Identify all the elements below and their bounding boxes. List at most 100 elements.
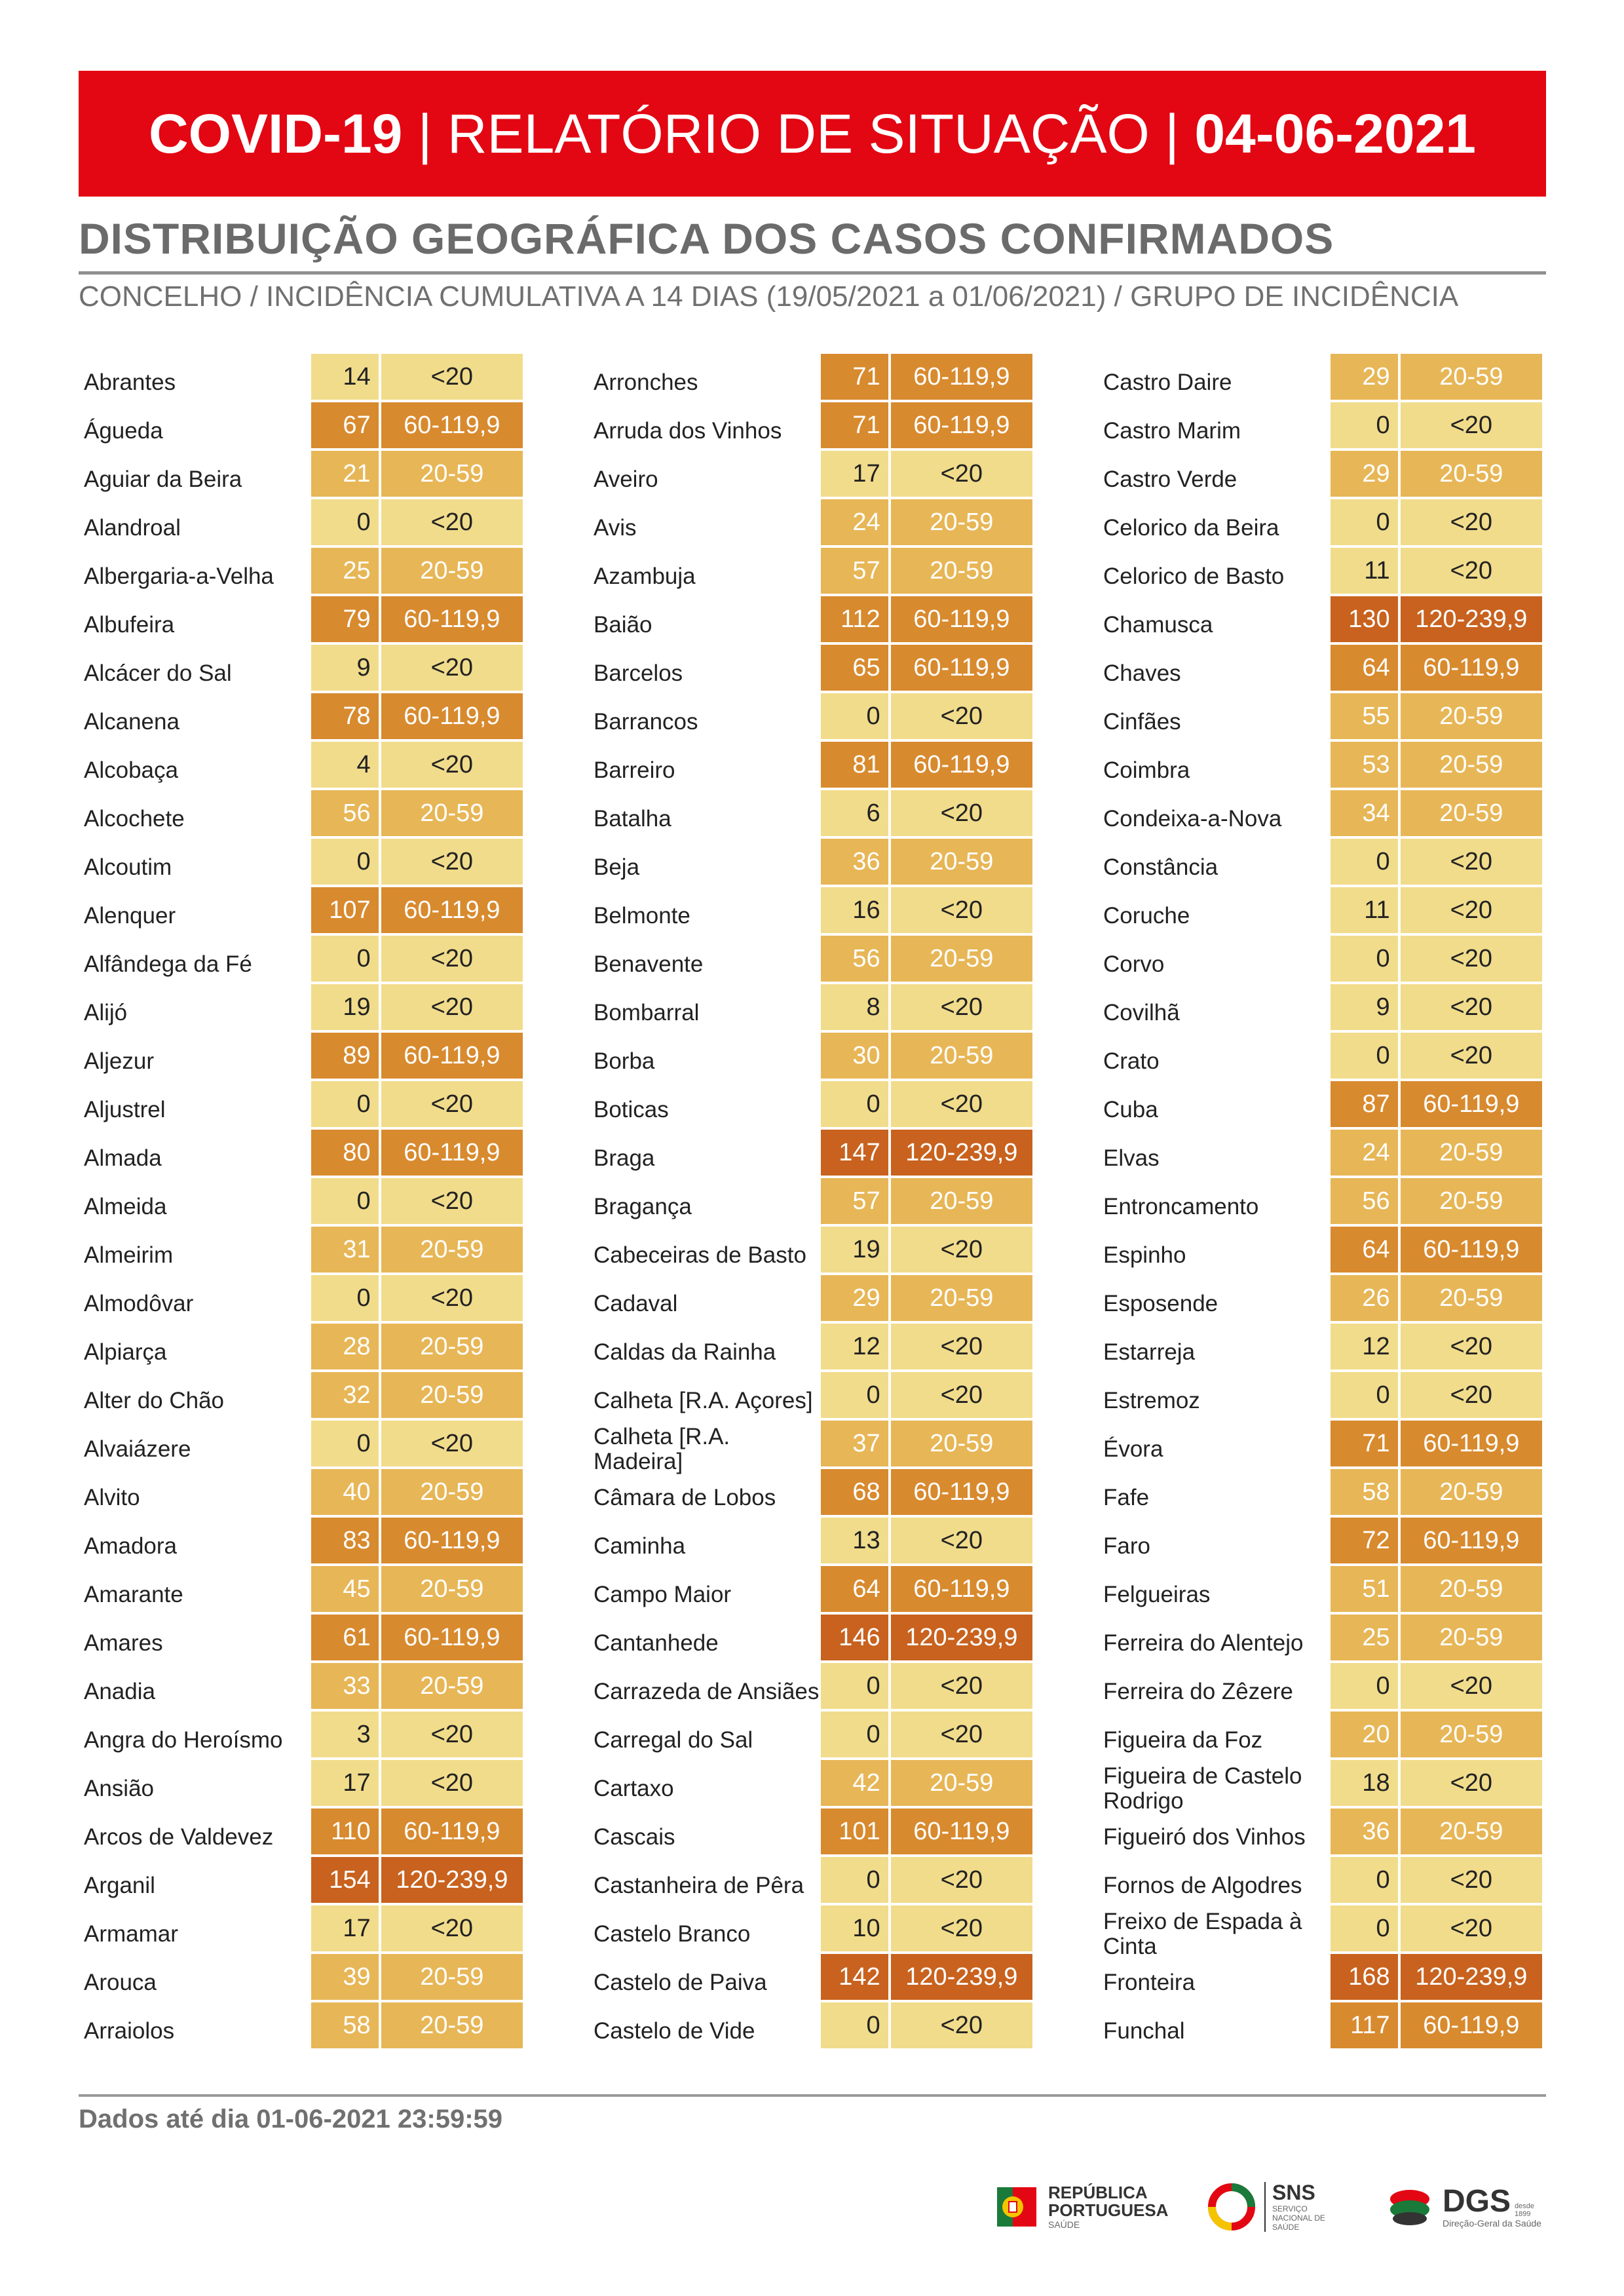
- municipality-name: Celorico da Beira: [1103, 515, 1279, 541]
- incidence-group-cell: 60-119,9: [890, 1469, 1032, 1515]
- municipality-name: Almodôvar: [84, 1291, 194, 1316]
- incidence-value-cell: 30: [821, 1033, 888, 1079]
- municipality-name: Aljezur: [84, 1048, 154, 1074]
- municipality-name: Alcobaça: [84, 757, 178, 783]
- incidence-group-cell: 60-119,9: [890, 596, 1032, 642]
- incidence-value-cell: 0: [821, 1712, 888, 1757]
- municipality-row: Chamusca 130 120-239,9: [1103, 595, 1542, 643]
- incidence-value-cell: 0: [1331, 499, 1398, 545]
- municipality-row: Armamar 17 <20: [84, 1904, 523, 1953]
- incidence-group-cell: <20: [890, 887, 1032, 933]
- incidence-value-cell: 19: [311, 984, 379, 1030]
- municipality-name: Ferreira do Zêzere: [1103, 1679, 1293, 1704]
- municipality-name: Barcelos: [594, 660, 683, 686]
- municipality-name: Coimbra: [1103, 757, 1190, 783]
- municipality-name: Alijó: [84, 1000, 128, 1025]
- municipality-row: Ansião 17 <20: [84, 1759, 523, 1807]
- incidence-value-cell: 36: [821, 839, 888, 885]
- municipality-row: Ferreira do Zêzere 0 <20: [1103, 1662, 1542, 1710]
- incidence-value-cell: 0: [311, 1275, 379, 1321]
- incidence-value-cell: 81: [821, 742, 888, 788]
- municipality-row: Castelo de Vide 0 <20: [594, 2001, 1032, 2050]
- municipality-row: Aljezur 89 60-119,9: [84, 1031, 523, 1080]
- incidence-group-cell: 60-119,9: [890, 1566, 1032, 1612]
- municipality-row: Fafe 58 20-59: [1103, 1468, 1542, 1516]
- municipality-row: Alijó 19 <20: [84, 983, 523, 1031]
- incidence-value-cell: 107: [311, 887, 379, 933]
- incidence-value-cell: 55: [1331, 693, 1398, 739]
- incidence-value-cell: 0: [1331, 402, 1398, 448]
- incidence-group-cell: <20: [1400, 1033, 1542, 1079]
- incidence-group-cell: <20: [381, 645, 523, 691]
- incidence-value-cell: 0: [821, 1081, 888, 1127]
- incidence-group-cell: 20-59: [890, 839, 1032, 885]
- incidence-value-cell: 83: [311, 1518, 379, 1563]
- municipality-row: Barrancos 0 <20: [594, 692, 1032, 740]
- incidence-value-cell: 6: [821, 790, 888, 836]
- sns-logo-text: SNS: [1272, 2181, 1315, 2205]
- incidence-group-cell: 60-119,9: [1400, 645, 1542, 691]
- municipality-row: Amadora 83 60-119,9: [84, 1516, 523, 1565]
- municipality-name: Albufeira: [84, 612, 175, 638]
- incidence-group-cell: 60-119,9: [1400, 1421, 1542, 1466]
- municipality-name: Estremoz: [1103, 1388, 1200, 1413]
- municipality-row: Anadia 33 20-59: [84, 1662, 523, 1710]
- dgs-logo-subtitle: Direção-Geral da Saúde: [1443, 2218, 1541, 2229]
- municipality-name: Chamusca: [1103, 612, 1213, 638]
- municipality-row: Bombarral 8 <20: [594, 983, 1032, 1031]
- municipality-row: Castro Verde 29 20-59: [1103, 450, 1542, 498]
- incidence-group-cell: 60-119,9: [890, 402, 1032, 448]
- municipality-name: Cinfães: [1103, 709, 1181, 735]
- municipality-row: Corvo 0 <20: [1103, 934, 1542, 983]
- incidence-group-cell: 60-119,9: [381, 693, 523, 739]
- municipality-name: Cartaxo: [594, 1776, 674, 1801]
- municipality-name: Alcochete: [84, 806, 185, 832]
- municipality-row: Arouca 39 20-59: [84, 1953, 523, 2001]
- municipality-row: Felgueiras 51 20-59: [1103, 1565, 1542, 1613]
- header-separator: |: [402, 102, 447, 164]
- municipality-row: Caminha 13 <20: [594, 1516, 1032, 1565]
- incidence-value-cell: 25: [311, 548, 379, 594]
- incidence-value-cell: 24: [1331, 1130, 1398, 1176]
- municipality-row: Covilhã 9 <20: [1103, 983, 1542, 1031]
- incidence-value-cell: 36: [1331, 1808, 1398, 1854]
- incidence-group-cell: <20: [381, 839, 523, 885]
- municipality-row: Faro 72 60-119,9: [1103, 1516, 1542, 1565]
- dgs-logo: DGS desde 1899 Direção-Geral da Saúde: [1384, 2174, 1541, 2240]
- municipality-row: Amarante 45 20-59: [84, 1565, 523, 1613]
- municipality-name: Baião: [594, 612, 652, 638]
- incidence-group-cell: 20-59: [890, 1760, 1032, 1806]
- municipality-row: Bragança 57 20-59: [594, 1177, 1032, 1225]
- incidence-group-cell: 20-59: [381, 1469, 523, 1515]
- incidence-value-cell: 71: [821, 402, 888, 448]
- municipality-name: Calheta [R.A. Madeira]: [594, 1424, 730, 1474]
- incidence-group-cell: 20-59: [890, 1178, 1032, 1224]
- municipality-row: Caldas da Rainha 12 <20: [594, 1322, 1032, 1371]
- incidence-group-cell: <20: [890, 451, 1032, 497]
- incidence-group-cell: <20: [381, 1712, 523, 1757]
- municipality-name: Arronches: [594, 370, 698, 395]
- incidence-group-cell: <20: [381, 1178, 523, 1224]
- municipality-row: Alcoutim 0 <20: [84, 837, 523, 886]
- municipality-name: Alcoutim: [84, 854, 172, 880]
- municipality-row: Constância 0 <20: [1103, 837, 1542, 886]
- municipality-row: Aguiar da Beira 21 20-59: [84, 450, 523, 498]
- incidence-value-cell: 101: [821, 1808, 888, 1854]
- municipality-name: Condeixa-a-Nova: [1103, 806, 1282, 832]
- municipality-row: Crato 0 <20: [1103, 1031, 1542, 1080]
- incidence-value-cell: 24: [821, 499, 888, 545]
- incidence-value-cell: 79: [311, 596, 379, 642]
- municipality-name: Aguiar da Beira: [84, 467, 242, 492]
- municipality-row: Celorico da Beira 0 <20: [1103, 498, 1542, 546]
- incidence-value-cell: 0: [1331, 1857, 1398, 1903]
- section-title: DISTRIBUIÇÃO GEOGRÁFICA DOS CASOS CONFIR…: [79, 214, 1334, 263]
- incidence-group-cell: <20: [890, 2002, 1032, 2048]
- incidence-group-cell: 20-59: [1400, 1712, 1542, 1757]
- incidence-group-cell: 20-59: [1400, 693, 1542, 739]
- incidence-group-cell: 60-119,9: [381, 1130, 523, 1176]
- incidence-value-cell: 168: [1331, 1954, 1398, 2000]
- municipality-row: Albergaria-a-Velha 25 20-59: [84, 546, 523, 595]
- municipality-name: Aveiro: [594, 467, 658, 492]
- republica-portuguesa-logo: REPÚBLICA PORTUGUESA SAÚDE: [994, 2174, 1168, 2240]
- incidence-value-cell: 25: [1331, 1615, 1398, 1660]
